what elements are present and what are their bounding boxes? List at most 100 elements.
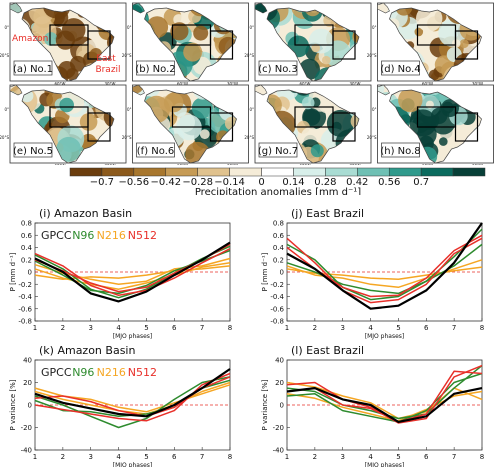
anomaly-blob xyxy=(55,30,75,50)
series-line-gpcc xyxy=(286,222,483,310)
lat-tick: 20°S xyxy=(0,135,9,140)
x-tick-label: 8 xyxy=(480,453,484,461)
colorbar-segment xyxy=(357,167,390,177)
x-tick-label: 5 xyxy=(396,324,400,332)
x-tick-label: 8 xyxy=(228,453,232,461)
colorbar-tick: −0.28 xyxy=(182,177,213,188)
x-tick-label: 7 xyxy=(452,453,456,461)
lat-tick: 20°S xyxy=(367,135,377,140)
panel-label-box xyxy=(13,60,53,76)
y-tick-label: 0 xyxy=(28,402,32,410)
lon-tick: 30°W xyxy=(349,164,360,166)
colorbar-segment xyxy=(133,167,167,177)
anomaly-blob xyxy=(409,109,437,137)
y-tick-label: 0.6 xyxy=(21,232,33,240)
x-tick-label: 4 xyxy=(368,324,373,332)
lat-tick: 0° xyxy=(249,107,254,112)
anomaly-blob xyxy=(59,97,74,113)
panel-label: (b) No.2 xyxy=(135,64,175,75)
map-panel: (f) No.6 0° 20°S 60°W 30°W xyxy=(122,84,249,165)
plot-title: (i) Amazon Basin xyxy=(39,207,132,220)
y-tick-label: -0.2 xyxy=(18,281,32,289)
anomaly-blob xyxy=(398,87,423,113)
lon-tick: 30°W xyxy=(349,82,360,87)
anomaly-blob xyxy=(70,55,86,72)
y-tick-label: 0.4 xyxy=(273,244,285,252)
panel-label-box xyxy=(136,142,175,158)
colorbar-segment xyxy=(197,167,230,177)
east-brazil-box xyxy=(332,30,356,60)
anomaly-blob xyxy=(66,68,79,81)
y-tick-label: 40 xyxy=(275,357,284,365)
x-tick-label: 6 xyxy=(424,324,429,332)
panel-label: (h) No.8 xyxy=(380,146,420,157)
anomaly-blob xyxy=(44,32,58,46)
anomaly-blob xyxy=(451,39,461,48)
colorbar-segment xyxy=(69,167,103,177)
colorbar-segment xyxy=(293,167,326,177)
x-tick-label: 7 xyxy=(200,453,204,461)
panel-label-box xyxy=(258,60,298,76)
panel-label-box xyxy=(13,142,53,158)
x-tick-label: 1 xyxy=(285,324,289,332)
series-line-n216 xyxy=(34,265,231,281)
x-tick-label: 1 xyxy=(33,324,37,332)
series-line-n512 xyxy=(34,372,231,422)
x-tick-label: 2 xyxy=(61,453,65,461)
coastline xyxy=(144,7,237,82)
east-brazil-box xyxy=(209,112,234,142)
lon-tick: 30°W xyxy=(104,82,115,87)
lon-tick: 60°W xyxy=(299,164,310,166)
lat-tick: 0° xyxy=(372,107,377,112)
y-tick-label: -0.6 xyxy=(18,305,32,313)
y-tick-label: -0.4 xyxy=(18,293,32,301)
x-tick-label: 2 xyxy=(313,324,317,332)
coastline xyxy=(144,89,237,164)
coastline xyxy=(389,89,482,164)
lat-tick: 0° xyxy=(127,25,132,30)
lon-tick: 60°W xyxy=(422,164,433,166)
x-axis-label: [MJO phases] xyxy=(113,333,153,340)
legend-n216: N216 xyxy=(97,366,126,379)
lat-tick: 20°S xyxy=(244,135,254,140)
x-tick-label: 6 xyxy=(424,453,429,461)
x-tick-label: 1 xyxy=(285,453,289,461)
colorbar-tick: 0.14 xyxy=(282,177,304,188)
x-tick-label: 6 xyxy=(172,453,177,461)
anomaly-blob xyxy=(56,136,82,162)
y-tick-label: -0.6 xyxy=(270,305,284,313)
y-tick-label: -0.2 xyxy=(270,281,284,289)
anomaly-blob xyxy=(173,14,185,25)
east-brazil-box xyxy=(332,112,356,142)
legend-n512: N512 xyxy=(128,229,157,242)
x-tick-label: 8 xyxy=(480,324,484,332)
x-tick-label: 5 xyxy=(144,453,148,461)
anomaly-blob xyxy=(311,43,320,53)
panel-label-box xyxy=(381,142,420,158)
panel-label: (e) No.5 xyxy=(13,146,53,157)
y-axis-label: P variance [%] xyxy=(9,379,17,430)
colorbar-segment xyxy=(452,167,486,177)
lat-tick: 20°S xyxy=(0,53,9,58)
series-line-n96 xyxy=(286,228,483,301)
y-axis-label: P variance [%] xyxy=(261,379,269,430)
x-tick-label: 1 xyxy=(33,453,37,461)
lat-tick: 0° xyxy=(127,107,132,112)
x-tick-label: 3 xyxy=(88,324,92,332)
y-tick-label: 0.8 xyxy=(21,220,32,228)
x-tick-label: 3 xyxy=(340,453,344,461)
y-tick-label: -0.8 xyxy=(18,318,32,326)
east-brazil-box xyxy=(454,30,479,60)
map-panel: (h) No.8 0° 20°S 60°W 30°W xyxy=(367,84,494,166)
lon-tick: 30°W xyxy=(472,82,483,87)
colorbar-title: Precipitation anomalies [mm d⁻¹] xyxy=(195,187,361,195)
y-tick-label: 20 xyxy=(275,379,284,387)
series-line-n96 xyxy=(286,372,483,423)
series-line-gpcc xyxy=(286,387,483,423)
plot-title: (k) Amazon Basin xyxy=(39,344,135,357)
x-tick-label: 7 xyxy=(200,324,204,332)
map-panel: (b) No.2 0° 20°S 60°W 30°W xyxy=(122,2,249,87)
x-tick-label: 6 xyxy=(172,324,177,332)
y-tick-label: 40 xyxy=(23,357,32,365)
